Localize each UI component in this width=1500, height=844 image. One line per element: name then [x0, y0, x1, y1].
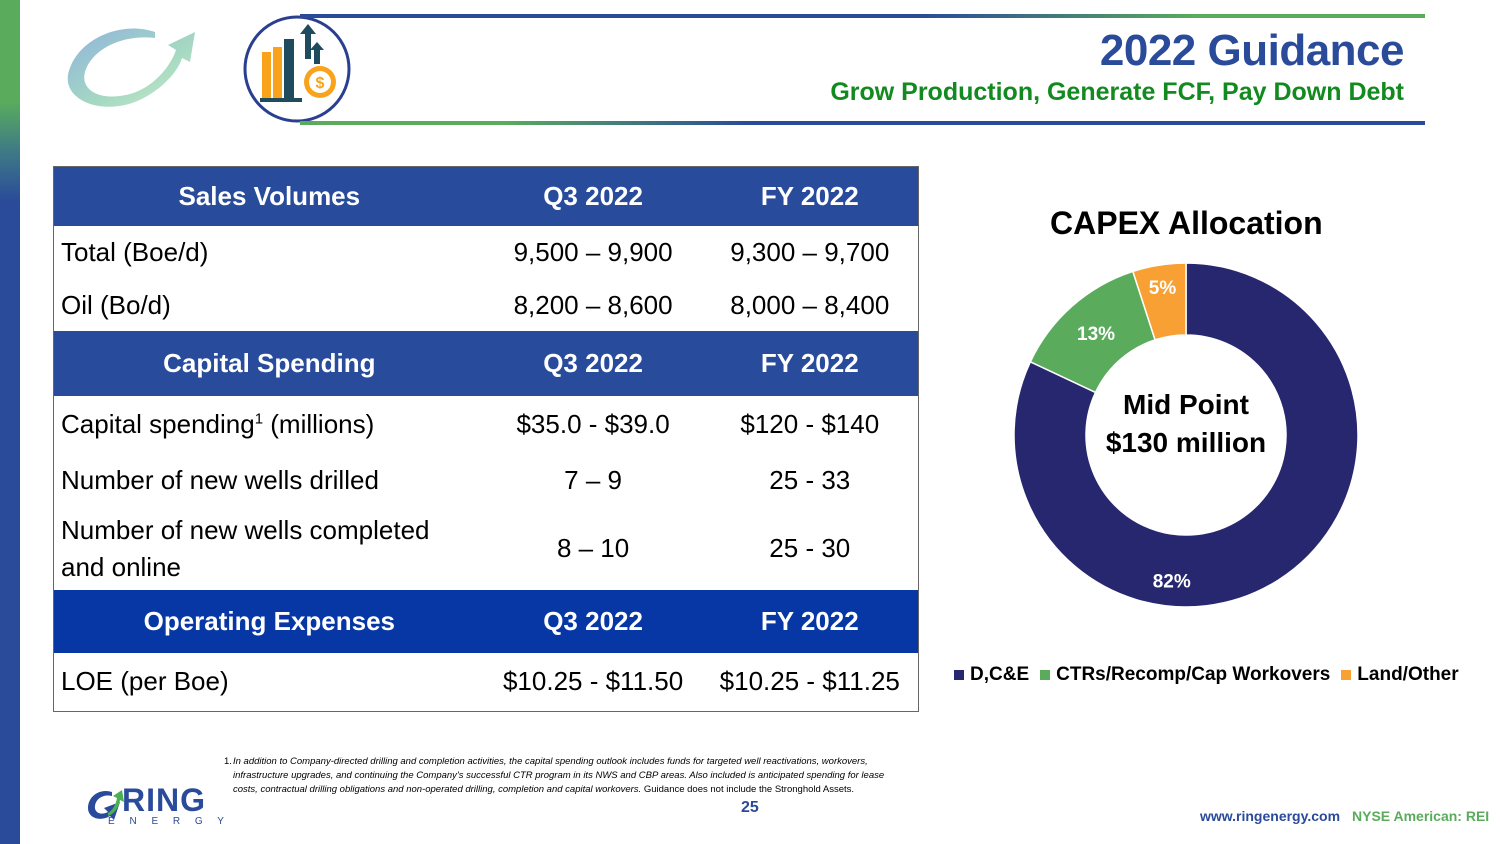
- section-header-sales-volumes: Sales Volumes Q3 2022 FY 2022: [53, 166, 919, 226]
- legend-swatch: [954, 670, 964, 680]
- row-value-q3: 9,500 – 9,900: [513, 237, 673, 267]
- table-row: Total (Boe/d) 9,500 – 9,900 9,300 – 9,70…: [54, 226, 919, 280]
- row-label: Total (Boe/d): [61, 237, 209, 267]
- row-label: Capital spending1 (millions): [54, 396, 485, 453]
- row-value-q3: $10.25 - $11.50: [502, 666, 684, 697]
- page-subtitle: Grow Production, Generate FCF, Pay Down …: [830, 78, 1404, 106]
- table-row: Number of new wells completed and online…: [54, 508, 919, 590]
- column-header-q3: Q3 2022: [484, 166, 702, 226]
- table-row: Number of new wells drilled 7 – 9 25 - 3…: [54, 453, 919, 508]
- footnote-number: 1.: [224, 756, 232, 767]
- legend-label: D,C&E: [970, 664, 1030, 685]
- logo-subtext: E N E R G Y: [108, 816, 230, 827]
- section-heading: Sales Volumes: [53, 166, 485, 226]
- ring-energy-logo: RING E N E R G Y: [86, 782, 224, 830]
- row-value-q3: 7 – 9: [564, 464, 622, 495]
- row-value-fy: $10.25 - $11.25: [719, 666, 900, 697]
- legend-swatch: [1040, 670, 1051, 680]
- ring-arrow-logo-icon: [67, 28, 195, 107]
- data-label: 5%: [1149, 278, 1177, 299]
- footnote-italic-text: In addition to Company-directed drilling…: [233, 756, 885, 795]
- center-label-line1: Mid Point: [1123, 389, 1249, 420]
- row-label: Number of new wells completed and online: [61, 514, 430, 582]
- row-label-suffix: (millions): [263, 408, 375, 439]
- side-accent-bar: [0, 0, 20, 844]
- row-label-text: Capital spending: [61, 408, 255, 439]
- legend-swatch: [1341, 670, 1352, 680]
- column-header-fy: FY 2022: [701, 330, 919, 396]
- legend-label: CTRs/Recomp/Cap Workovers: [1056, 664, 1331, 685]
- table-row: LOE (per Boe) $10.25 - $11.50 $10.25 - $…: [54, 653, 919, 712]
- logo-text: RING: [122, 782, 206, 818]
- column-header-q3: Q3 2022: [484, 589, 702, 653]
- row-label: Number of new wells drilled: [61, 464, 379, 495]
- row-value-fy: 9,300 – 9,700: [730, 237, 890, 267]
- legend-item: Land/Other: [1341, 664, 1459, 686]
- row-value-fy: 25 - 30: [769, 533, 851, 563]
- footnote-marker: 1: [254, 409, 264, 427]
- row-value-fy: $120 - $140: [740, 408, 880, 439]
- footnote: 1. In addition to Company-directed drill…: [224, 755, 904, 797]
- donut-slice-land-other: [1131, 262, 1187, 341]
- guidance-table: Sales Volumes Q3 2022 FY 2022 Total (Boe…: [53, 166, 919, 712]
- section-header-operating-expenses: Operating Expenses Q3 2022 FY 2022: [53, 589, 919, 653]
- row-label: Oil (Bo/d): [61, 289, 171, 320]
- page-title: 2022 Guidance: [1099, 26, 1405, 75]
- row-value-q3: 8,200 – 8,600: [513, 289, 673, 320]
- header-rule-top: [300, 14, 1425, 18]
- legend-label: Land/Other: [1357, 664, 1459, 685]
- row-label: LOE (per Boe): [61, 666, 229, 697]
- legend-item: D,C&E: [954, 664, 1029, 686]
- row-value-fy: 25 - 33: [769, 464, 851, 495]
- section-heading: Capital Spending: [53, 330, 485, 396]
- chart-legend: D,C&E CTRs/Recomp/Cap Workovers Land/Other: [954, 664, 1470, 686]
- column-header-fy: FY 2022: [701, 166, 919, 226]
- center-label-line2: $130 million: [1105, 427, 1267, 458]
- growth-chart-dollar-icon: $: [243, 15, 351, 123]
- data-label: 13%: [1077, 324, 1115, 345]
- stock-ticker: NYSE American: REI: [1352, 808, 1490, 824]
- row-value-fy: 8,000 – 8,400: [730, 289, 890, 320]
- footnote-regular-text: Guidance does not include the Stronghold…: [641, 784, 855, 795]
- data-label: 82%: [1153, 571, 1191, 592]
- column-header-q3: Q3 2022: [484, 330, 702, 396]
- donut-center-label: Mid Point $130 million: [1086, 386, 1286, 462]
- page-number: 25: [741, 799, 759, 816]
- company-url[interactable]: www.ringenergy.com: [1200, 808, 1341, 824]
- svg-text:$: $: [316, 75, 325, 92]
- chart-title: CAPEX Allocation: [1050, 205, 1323, 241]
- header-rule-bottom: [300, 121, 1425, 125]
- section-header-capital-spending: Capital Spending Q3 2022 FY 2022: [53, 330, 919, 396]
- table-row: Oil (Bo/d) 8,200 – 8,600 8,000 – 8,400: [54, 280, 919, 331]
- table-row: Capital spending1 (millions) $35.0 - $39…: [54, 396, 919, 453]
- ring-arrow-logo-icon: [88, 790, 124, 820]
- legend-item: CTRs/Recomp/Cap Workovers: [1040, 664, 1330, 686]
- section-heading: Operating Expenses: [53, 589, 485, 653]
- capex-donut-chart: 82% 13% 5%: [1013, 262, 1359, 608]
- column-header-fy: FY 2022: [701, 589, 919, 653]
- donut-slice-d-c-e: [1013, 262, 1359, 608]
- row-value-q3: 8 – 10: [556, 533, 630, 563]
- row-value-q3: $35.0 - $39.0: [516, 408, 670, 439]
